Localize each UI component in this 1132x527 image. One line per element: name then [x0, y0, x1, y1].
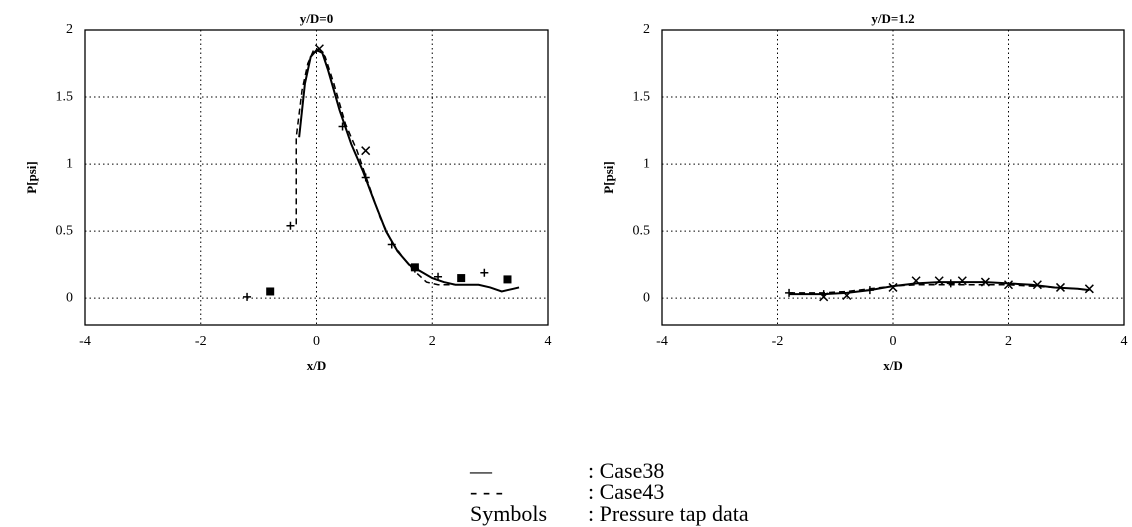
y-tick-label: 2: [643, 22, 650, 37]
x-tick-label: -4: [79, 334, 91, 349]
marker-plus: [785, 288, 794, 297]
y-tick-label: 1.5: [633, 89, 651, 104]
marker-plus: [819, 290, 828, 299]
legend-symbol: - - -: [470, 479, 503, 504]
x-tick-label: 0: [890, 334, 897, 349]
marker-cross: [1055, 282, 1066, 292]
y-axis-label: P[psi]: [601, 161, 616, 194]
chart-title: y/D=0: [300, 11, 333, 26]
marker-plus: [286, 221, 295, 230]
plot-frame: [84, 29, 549, 326]
x-tick-label: 4: [545, 334, 552, 349]
marker-square: [503, 275, 512, 284]
marker-plus: [243, 292, 252, 301]
legend-symbol: Symbols: [470, 501, 547, 526]
plot-frame: [661, 29, 1125, 326]
legend-label: : Case38: [588, 458, 664, 483]
y-tick-label: 0: [643, 290, 650, 305]
marker-square: [410, 263, 419, 272]
chart-title: y/D=1.2: [871, 11, 914, 26]
x-axis-label: x/D: [307, 358, 327, 373]
solid-line: [298, 48, 520, 293]
y-tick-label: 0.5: [56, 223, 74, 238]
marker-plus: [480, 268, 489, 277]
marker-plus: [361, 173, 370, 182]
marker-cross: [1084, 284, 1094, 294]
marker-cross: [957, 276, 967, 286]
marker-plus: [946, 279, 955, 288]
marker-plus: [338, 122, 347, 131]
y-tick-label: 1: [66, 156, 73, 171]
legend-label: : Case43: [588, 479, 664, 504]
marker-plus: [434, 272, 443, 281]
marker-square: [266, 287, 275, 296]
legend-label: : Pressure tap data: [588, 501, 749, 526]
marker-cross: [314, 44, 324, 54]
marker-cross: [888, 282, 898, 292]
x-axis-label: x/D: [883, 358, 903, 373]
dashed-line: [295, 47, 462, 286]
marker-square: [457, 274, 466, 283]
x-tick-label: 0: [313, 334, 320, 349]
marker-cross: [934, 276, 944, 286]
x-tick-label: -2: [195, 334, 207, 349]
y-tick-label: 1.5: [56, 89, 74, 104]
x-tick-label: -2: [772, 334, 784, 349]
marker-cross: [911, 276, 921, 286]
marker-cross: [361, 146, 371, 156]
x-tick-label: 2: [429, 334, 436, 349]
marker-plus: [387, 240, 396, 249]
y-tick-label: 2: [66, 22, 73, 37]
x-tick-label: 2: [1005, 334, 1012, 349]
y-tick-label: 1: [643, 156, 650, 171]
marker-cross: [1032, 280, 1042, 290]
x-tick-label: 4: [1121, 334, 1128, 349]
legend-symbol: —: [469, 458, 493, 483]
marker-cross: [980, 277, 990, 287]
marker-cross: [842, 290, 852, 301]
marker-cross: [1003, 280, 1014, 290]
y-tick-label: 0.5: [633, 223, 651, 238]
marker-plus: [865, 286, 874, 295]
y-tick-label: 0: [66, 290, 73, 305]
x-tick-label: -4: [656, 334, 668, 349]
y-axis-label: P[psi]: [24, 161, 39, 194]
